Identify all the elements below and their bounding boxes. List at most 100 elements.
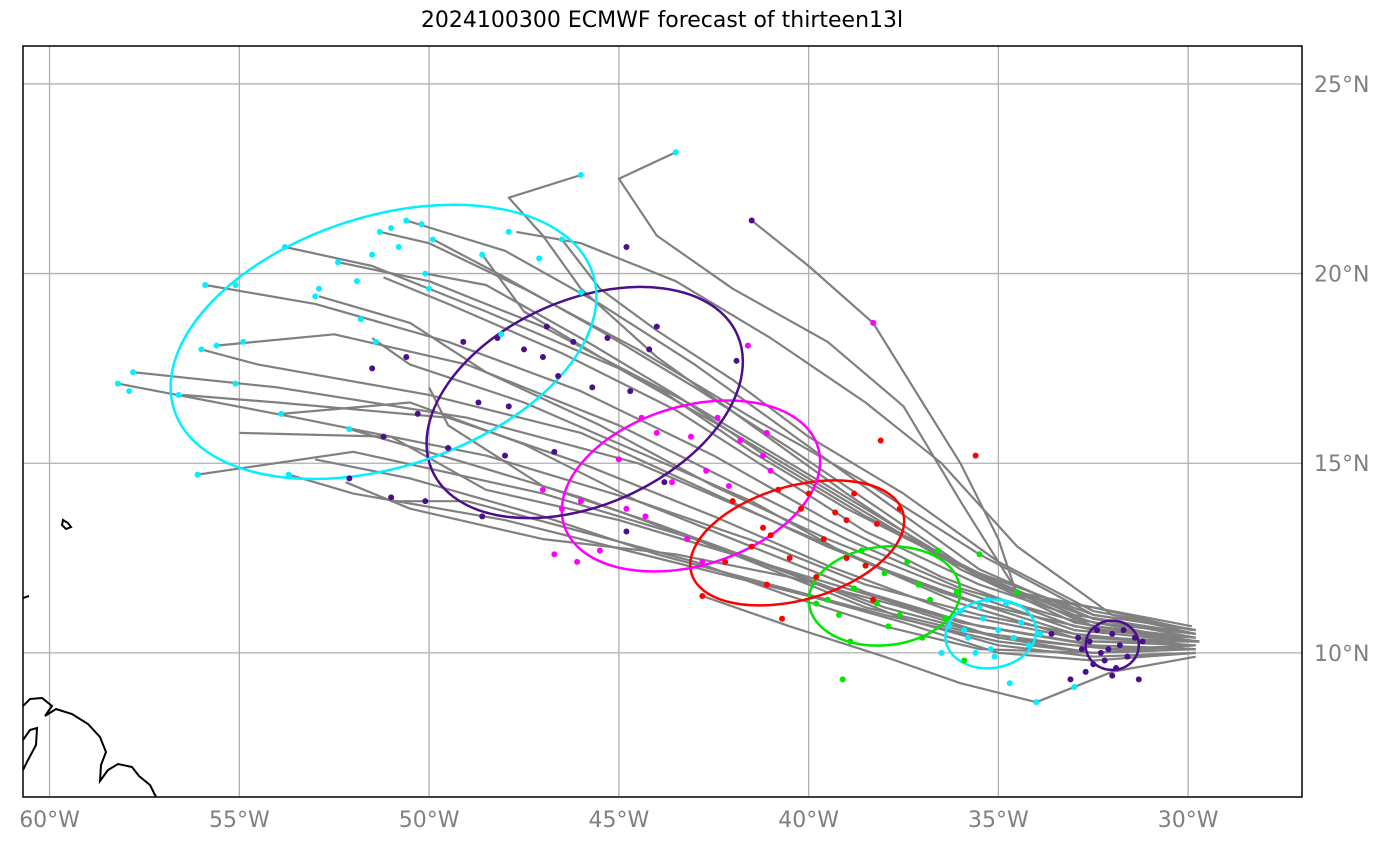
- position-marker-day3: [904, 558, 911, 565]
- position-marker-day5: [638, 414, 645, 421]
- position-marker-day2: [946, 623, 953, 630]
- position-marker-day1: [1048, 630, 1055, 637]
- position-marker-day6: [494, 335, 501, 342]
- position-marker-day5: [558, 505, 565, 512]
- chart-title: 2024100300 ECMWF forecast of thirteen13l: [420, 8, 904, 33]
- position-marker-day2: [1006, 680, 1013, 687]
- position-marker-day2: [980, 615, 987, 622]
- ensemble-track: [216, 333, 1196, 639]
- position-marker-day1: [1090, 661, 1097, 668]
- position-marker-day3: [961, 657, 968, 664]
- position-markers: [114, 149, 1146, 706]
- position-marker-day4: [760, 524, 767, 531]
- position-marker-day6: [623, 244, 630, 251]
- position-marker-day5: [684, 536, 691, 543]
- position-marker-day3: [813, 600, 820, 607]
- position-marker-day6: [414, 410, 421, 417]
- position-marker-day7: [429, 236, 436, 243]
- ensemble-track: [117, 382, 1200, 643]
- spread-ellipses: [169, 203, 1141, 672]
- position-marker-day3: [835, 611, 842, 618]
- position-marker-day7: [335, 259, 342, 266]
- position-marker-day6: [422, 498, 429, 505]
- lon-tick-label: 60°W: [19, 808, 80, 833]
- lat-tick-label: 10°N: [1314, 642, 1369, 667]
- position-marker-day7: [194, 471, 201, 478]
- position-marker-day7: [422, 270, 429, 277]
- position-marker-day5: [574, 558, 581, 565]
- position-marker-day7: [126, 388, 133, 395]
- position-marker-day4: [729, 498, 736, 505]
- ensemble-tracks: [117, 151, 1200, 704]
- position-marker-day3: [847, 638, 854, 645]
- ensemble-track: [516, 230, 1196, 635]
- position-marker-day1: [1067, 676, 1074, 683]
- position-marker-day7: [426, 285, 433, 292]
- position-marker-day2: [1071, 684, 1078, 691]
- position-marker-day4: [851, 490, 858, 497]
- position-marker-day1: [1105, 646, 1112, 653]
- position-marker-day6: [475, 399, 482, 406]
- position-marker-day1: [1075, 634, 1082, 641]
- position-marker-day6: [346, 475, 353, 482]
- position-marker-day7: [316, 285, 323, 292]
- ensemble-track: [314, 458, 1196, 655]
- lon-tick-label: 35°W: [968, 808, 1029, 833]
- coastline-island-barbados: [60, 518, 73, 531]
- position-marker-day5: [539, 486, 546, 493]
- position-marker-day5: [870, 319, 877, 326]
- position-marker-day6: [539, 354, 546, 361]
- position-marker-day2: [961, 627, 968, 634]
- position-marker-day6: [661, 479, 668, 486]
- position-marker-day7: [175, 391, 182, 398]
- position-marker-day4: [820, 536, 827, 543]
- position-marker-day6: [479, 513, 486, 520]
- position-marker-day3: [839, 676, 846, 683]
- position-marker-day7: [353, 278, 360, 285]
- position-marker-day5: [703, 467, 710, 474]
- position-marker-day5: [760, 452, 767, 459]
- position-marker-day7: [232, 281, 239, 288]
- position-marker-day4: [843, 517, 850, 524]
- position-marker-day3: [824, 596, 831, 603]
- position-marker-day7: [498, 331, 505, 338]
- position-marker-day4: [870, 596, 877, 603]
- position-marker-day3: [976, 551, 983, 558]
- position-marker-day4: [843, 555, 850, 562]
- position-marker-day5: [596, 547, 603, 554]
- position-marker-day2: [987, 646, 994, 653]
- position-marker-day7: [672, 149, 679, 156]
- lon-tick-label: 40°W: [778, 808, 839, 833]
- position-marker-day1: [1124, 653, 1131, 660]
- coastline-island-c: [23, 595, 30, 599]
- position-marker-day5: [551, 551, 558, 558]
- position-marker-day7: [240, 338, 247, 345]
- ensemble-track: [345, 481, 1192, 655]
- position-marker-day5: [725, 482, 732, 489]
- position-marker-day7: [479, 251, 486, 258]
- lat-tick-label: 25°N: [1314, 73, 1369, 98]
- position-marker-day6: [388, 494, 395, 501]
- position-marker-day3: [953, 589, 960, 596]
- coastline-south-america: [23, 696, 157, 797]
- position-marker-day4: [763, 581, 770, 588]
- position-marker-day3: [896, 611, 903, 618]
- position-marker-day2: [1018, 619, 1025, 626]
- position-marker-day6: [623, 528, 630, 535]
- position-marker-day5: [653, 429, 660, 436]
- ensemble-track: [432, 238, 1196, 639]
- position-marker-day7: [202, 281, 209, 288]
- position-marker-day7: [312, 293, 319, 300]
- position-marker-day1: [1120, 627, 1127, 634]
- position-marker-day6: [505, 403, 512, 410]
- position-marker-day6: [627, 388, 634, 395]
- position-marker-day4: [972, 452, 979, 459]
- position-marker-day6: [501, 452, 508, 459]
- ensemble-track: [428, 386, 1196, 651]
- ensemble-track: [349, 428, 1196, 658]
- position-marker-day7: [130, 369, 137, 376]
- lon-tick-label: 50°W: [399, 808, 460, 833]
- position-marker-day7: [213, 342, 220, 349]
- position-marker-day1: [1078, 646, 1085, 653]
- ensemble-track: [617, 151, 1193, 632]
